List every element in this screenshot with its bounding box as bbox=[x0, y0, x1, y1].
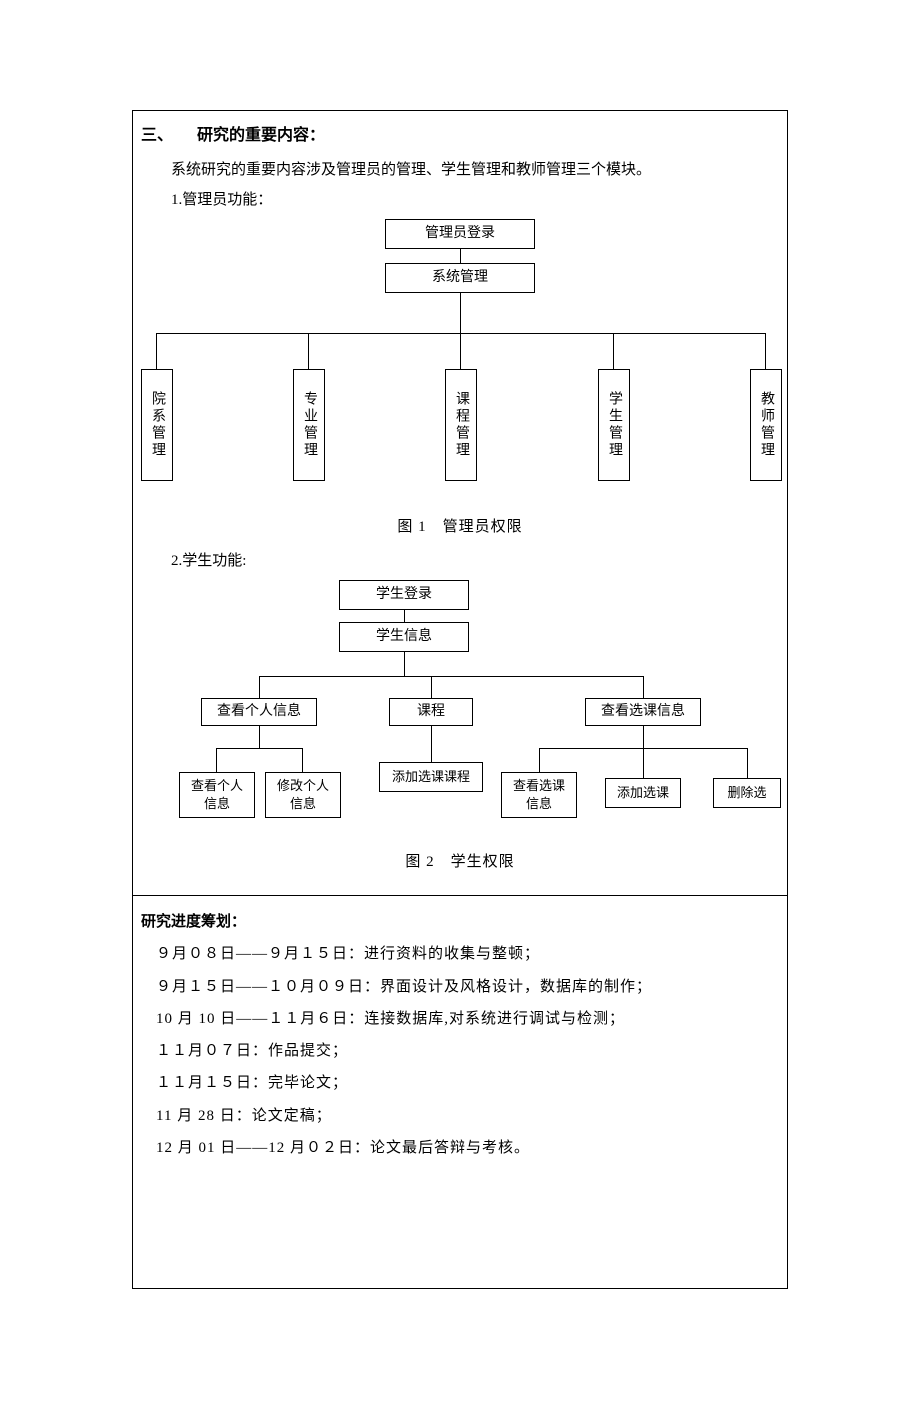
d1-root: 管理员登录 bbox=[385, 219, 535, 249]
d1-child-3: 课程管理 bbox=[445, 369, 477, 481]
d2-b2: 课程 bbox=[389, 698, 473, 726]
d1-sys: 系统管理 bbox=[385, 263, 535, 293]
d2-edge bbox=[302, 748, 303, 772]
d2-edge bbox=[643, 676, 644, 698]
d2-edge bbox=[431, 676, 432, 698]
d2-edge bbox=[259, 676, 260, 698]
d2-edge bbox=[747, 748, 748, 778]
d1-edge bbox=[460, 293, 461, 333]
section-number: 三、 bbox=[141, 127, 173, 144]
d2-l4: 查看选课信息 bbox=[501, 772, 577, 818]
d1-edge bbox=[613, 333, 614, 369]
d2-l6: 删除选 bbox=[713, 778, 781, 808]
schedule-line: １１月０７日：作品提交； bbox=[141, 1035, 779, 1067]
d1-bus bbox=[156, 333, 766, 334]
item-1-label: 1.管理员功能： bbox=[141, 185, 779, 215]
diagram-admin: 管理员登录 系统管理 院系管理 专业管理 课程管理 学生管理 教师管理 bbox=[141, 219, 781, 507]
d1-edge bbox=[460, 333, 461, 369]
d2-edge bbox=[643, 726, 644, 748]
d1-child-1: 院系管理 bbox=[141, 369, 173, 481]
d2-info: 学生信息 bbox=[339, 622, 469, 652]
item-2-label: 2.学生功能: bbox=[141, 546, 779, 576]
d2-l5: 添加选课 bbox=[605, 778, 681, 808]
d1-child-2: 专业管理 bbox=[293, 369, 325, 481]
d2-l2: 修改个人信息 bbox=[265, 772, 341, 818]
section-title: 研究的重要内容： bbox=[197, 127, 325, 144]
cell-schedule: 研究进度筹划： ９月０８日——９月１５日：进行资料的收集与整顿； ９月１５日——… bbox=[132, 896, 788, 1289]
cell-main: 三、 研究的重要内容： 系统研究的重要内容涉及管理员的管理、学生管理和教师管理三… bbox=[132, 110, 788, 896]
d1-edge bbox=[308, 333, 309, 369]
d2-edge bbox=[404, 610, 405, 622]
d2-edge bbox=[643, 748, 644, 778]
d2-l1: 查看个人信息 bbox=[179, 772, 255, 818]
diagram2-caption: 图 2 学生权限 bbox=[141, 850, 779, 871]
page: 三、 研究的重要内容： 系统研究的重要内容涉及管理员的管理、学生管理和教师管理三… bbox=[0, 0, 920, 1407]
d2-b3: 查看选课信息 bbox=[585, 698, 701, 726]
section-heading: 三、 研究的重要内容： bbox=[141, 121, 779, 145]
d1-edge bbox=[460, 249, 461, 263]
schedule-heading: 研究进度筹划： bbox=[141, 906, 779, 938]
d2-l3: 添加选课课程 bbox=[379, 762, 483, 792]
d2-bus3a bbox=[216, 748, 302, 749]
schedule-line: ９月０８日——９月１５日：进行资料的收集与整顿； bbox=[141, 938, 779, 970]
d2-edge bbox=[216, 748, 217, 772]
section-intro: 系统研究的重要内容涉及管理员的管理、学生管理和教师管理三个模块。 bbox=[141, 155, 779, 185]
d1-child-5: 教师管理 bbox=[750, 369, 782, 481]
diagram1-caption: 图 1 管理员权限 bbox=[141, 515, 779, 536]
d1-edge bbox=[156, 333, 157, 369]
d2-edge bbox=[431, 726, 432, 762]
schedule-line: １１月１５日：完毕论文； bbox=[141, 1067, 779, 1099]
d1-child-4: 学生管理 bbox=[598, 369, 630, 481]
d1-edge bbox=[765, 333, 766, 369]
schedule-line: 10 月 10 日——１１月６日：连接数据库,对系统进行调试与检测； bbox=[141, 1003, 779, 1035]
d2-edge bbox=[259, 726, 260, 748]
d2-edge bbox=[404, 652, 405, 676]
d2-bus2 bbox=[259, 676, 643, 677]
schedule-line: 12 月 01 日——12 月０２日：论文最后答辩与考核。 bbox=[141, 1132, 779, 1164]
schedule-line: ９月１５日——１０月０９日：界面设计及风格设计，数据库的制作； bbox=[141, 971, 779, 1003]
schedule-line: 11 月 28 日：论文定稿； bbox=[141, 1100, 779, 1132]
d2-b1: 查看个人信息 bbox=[201, 698, 317, 726]
d2-root: 学生登录 bbox=[339, 580, 469, 610]
diagram-student: 学生登录 学生信息 查看个人信息 课程 查看选课信息 查看个人信息 修改个人信息… bbox=[141, 580, 781, 842]
d2-edge bbox=[539, 748, 540, 772]
